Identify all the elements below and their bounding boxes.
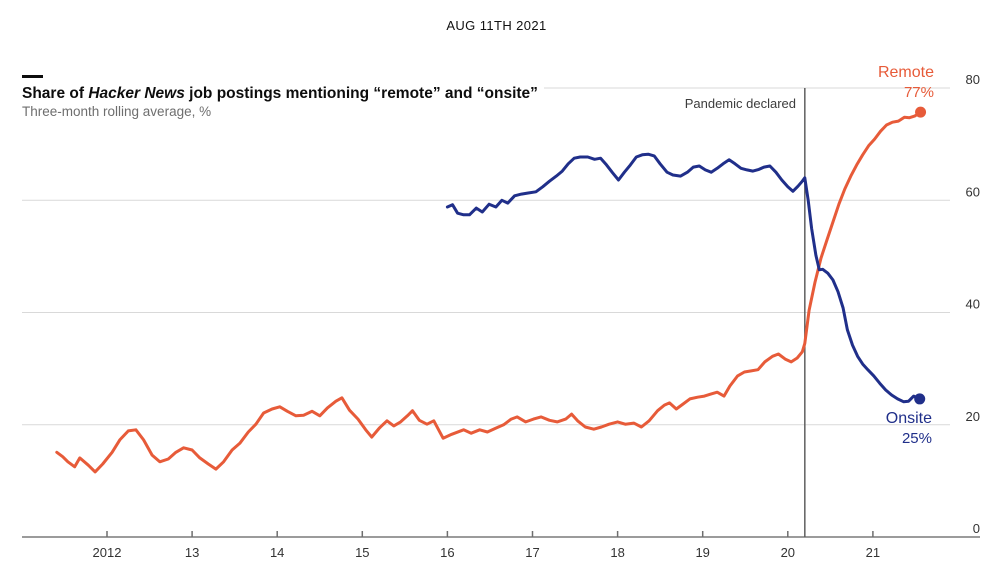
remote-series-value: 77% <box>903 84 934 101</box>
x-tick-label-13: 13 <box>185 545 199 560</box>
title-prefix: Share of <box>22 85 89 102</box>
remote-end-dot <box>915 106 927 118</box>
remote-line <box>55 110 923 474</box>
economist-dash <box>22 75 43 78</box>
chart-subtitle: Three-month rolling average, % <box>22 104 218 119</box>
x-tick-label-18: 18 <box>610 545 624 560</box>
pandemic-declared-label: Pandemic declared <box>684 96 796 111</box>
onsite-series-label: Onsite <box>885 410 932 427</box>
onsite-line <box>445 152 922 404</box>
x-tick-label-2012: 2012 <box>93 545 122 560</box>
x-tick-label-19: 19 <box>695 545 709 560</box>
title-italic-source: Hacker News <box>88 85 185 102</box>
remote-series-label: Remote <box>877 64 934 81</box>
y-tick-label-0: 0 <box>973 521 980 536</box>
y-tick-label-60: 60 <box>966 184 980 199</box>
onsite-end-dot <box>914 393 926 405</box>
x-tick-label-16: 16 <box>440 545 454 560</box>
title-suffix: job postings mentioning “remote” and “on… <box>184 85 538 102</box>
x-tick-label-14: 14 <box>270 545 284 560</box>
x-tick-label-15: 15 <box>355 545 369 560</box>
onsite-series-callout: Onsite 25% <box>886 409 932 449</box>
y-tick-label-80: 80 <box>966 72 980 87</box>
date-header: AUG 11TH 2021 <box>446 18 547 33</box>
onsite-series-value: 25% <box>901 430 932 447</box>
y-tick-label-40: 40 <box>966 297 980 312</box>
x-tick-label-20: 20 <box>781 545 795 560</box>
y-tick-label-20: 20 <box>966 409 980 424</box>
x-tick-label-21: 21 <box>866 545 880 560</box>
x-tick-label-17: 17 <box>525 545 539 560</box>
remote-series-callout: Remote 77% <box>878 63 934 103</box>
chart-title: Share of Hacker News job postings mentio… <box>22 85 544 103</box>
